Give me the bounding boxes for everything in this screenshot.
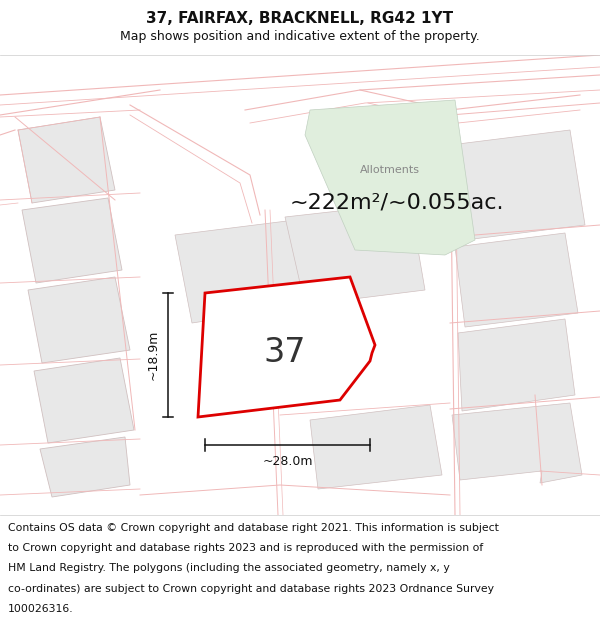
Polygon shape: [305, 100, 475, 255]
Text: Allotments: Allotments: [360, 165, 420, 175]
Polygon shape: [28, 277, 130, 363]
Text: co-ordinates) are subject to Crown copyright and database rights 2023 Ordnance S: co-ordinates) are subject to Crown copyr…: [8, 584, 494, 594]
Polygon shape: [458, 319, 575, 411]
Polygon shape: [34, 358, 134, 443]
Text: 37: 37: [264, 336, 306, 369]
Text: Contains OS data © Crown copyright and database right 2021. This information is : Contains OS data © Crown copyright and d…: [8, 522, 499, 532]
Polygon shape: [285, 203, 425, 305]
Polygon shape: [455, 233, 578, 327]
Text: to Crown copyright and database rights 2023 and is reproduced with the permissio: to Crown copyright and database rights 2…: [8, 543, 483, 553]
Text: HM Land Registry. The polygons (including the associated geometry, namely x, y: HM Land Registry. The polygons (includin…: [8, 563, 449, 573]
Text: ~18.9m: ~18.9m: [147, 330, 160, 380]
Polygon shape: [198, 277, 375, 417]
Polygon shape: [310, 405, 442, 489]
Polygon shape: [40, 437, 130, 497]
Polygon shape: [22, 198, 122, 283]
Text: Map shows position and indicative extent of the property.: Map shows position and indicative extent…: [120, 30, 480, 43]
Polygon shape: [18, 117, 115, 203]
Text: ~222m²/~0.055ac.: ~222m²/~0.055ac.: [290, 193, 505, 213]
Text: 37, FAIRFAX, BRACKNELL, RG42 1YT: 37, FAIRFAX, BRACKNELL, RG42 1YT: [146, 11, 454, 26]
Text: ~28.0m: ~28.0m: [262, 455, 313, 468]
Text: 100026316.: 100026316.: [8, 604, 73, 614]
Polygon shape: [450, 130, 585, 240]
Polygon shape: [175, 220, 310, 323]
Polygon shape: [452, 403, 582, 483]
